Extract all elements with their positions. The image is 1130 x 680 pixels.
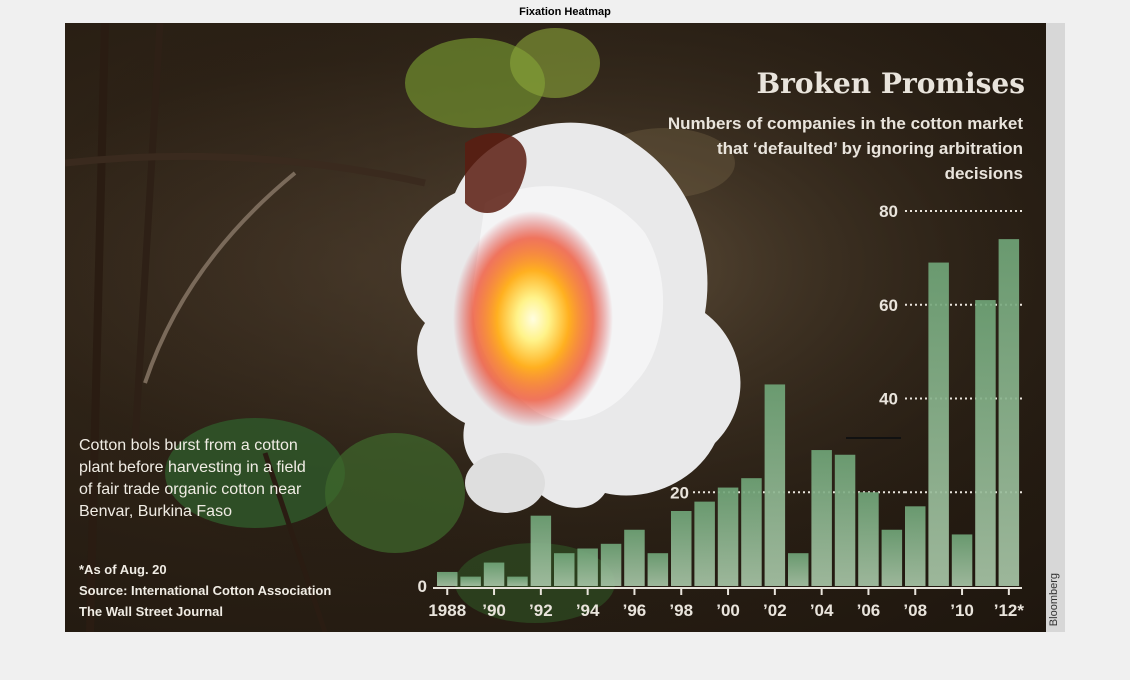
bar bbox=[928, 262, 949, 586]
bar bbox=[905, 506, 926, 586]
bar bbox=[554, 553, 575, 586]
bar bbox=[881, 529, 903, 586]
leaf-shape bbox=[325, 433, 465, 553]
bar bbox=[975, 300, 996, 586]
footnote: *As of Aug. 20 bbox=[79, 562, 167, 577]
x-tick-label: ’04 bbox=[810, 601, 834, 620]
bar bbox=[998, 239, 1020, 586]
x-tick-label: ’90 bbox=[482, 601, 506, 620]
branch bbox=[143, 171, 297, 384]
bar bbox=[717, 487, 739, 586]
leaf-shape bbox=[165, 418, 345, 528]
bar-chart: 0 20 40 60 80 1988 ’90 ’92 ’94 ’96 ’98 ’00 ’02 ’04 ’0… bbox=[418, 202, 1025, 620]
bar bbox=[600, 543, 622, 586]
bar bbox=[647, 553, 669, 586]
y-tick-label: 20 bbox=[670, 483, 689, 502]
credit-label: Bloomberg bbox=[1048, 572, 1060, 626]
x-tick-label: ’94 bbox=[576, 601, 600, 620]
x-tick-label: ’10 bbox=[950, 601, 974, 620]
bar bbox=[788, 553, 809, 586]
bar bbox=[437, 571, 458, 586]
bar bbox=[764, 384, 786, 586]
bar bbox=[507, 576, 528, 586]
chart-headline: Broken Promises bbox=[756, 67, 1025, 100]
bar bbox=[951, 534, 973, 586]
photo-caption: Cotton bols burst from a cotton plant be… bbox=[79, 437, 306, 520]
publisher-line: The Wall Street Journal bbox=[79, 604, 223, 619]
x-tick-label: ’96 bbox=[623, 601, 647, 620]
bar bbox=[460, 576, 481, 586]
x-tick-label: 1988 bbox=[428, 601, 466, 620]
heatmap-image: 0 20 40 60 80 1988 ’90 ’92 ’94 ’96 ’98 ’00 ’02 ’04 ’0… bbox=[65, 23, 1065, 632]
bar bbox=[483, 562, 505, 586]
x-tick-label: ’12* bbox=[994, 601, 1025, 620]
chart-subtitle: Numbers of companies in the cotton marke… bbox=[667, 114, 1023, 183]
x-tick-label: ’06 bbox=[857, 601, 881, 620]
branch bbox=[65, 152, 426, 187]
bar bbox=[834, 454, 856, 586]
leaf-shape bbox=[510, 28, 600, 98]
bar bbox=[624, 529, 645, 586]
credit-stripe: Bloomberg bbox=[1046, 23, 1065, 632]
y-tick-label: 80 bbox=[879, 202, 898, 221]
y-tick-label: 60 bbox=[879, 296, 898, 315]
y-tick-label: 0 bbox=[418, 577, 427, 596]
photo-and-chart: 0 20 40 60 80 1988 ’90 ’92 ’94 ’96 ’98 ’00 ’02 ’04 ’0… bbox=[65, 23, 1065, 632]
x-tick-label: ’92 bbox=[529, 601, 553, 620]
x-tick-label: ’00 bbox=[716, 601, 740, 620]
bar bbox=[741, 478, 762, 586]
bar bbox=[530, 515, 552, 586]
y-tick-label: 40 bbox=[879, 390, 898, 409]
branch bbox=[262, 452, 328, 632]
x-tick-label: ’02 bbox=[763, 601, 787, 620]
branch bbox=[131, 23, 164, 444]
bar bbox=[577, 548, 598, 586]
source-line: Source: International Cotton Association bbox=[79, 583, 332, 598]
bar bbox=[671, 511, 692, 586]
leaf-shape bbox=[405, 38, 545, 128]
husk bbox=[465, 133, 527, 213]
bar bbox=[858, 492, 879, 586]
fixation-hotspot bbox=[453, 211, 613, 427]
footnote-block: *As of Aug. 20 Source: International Cot… bbox=[79, 559, 331, 622]
x-tick-label: ’08 bbox=[903, 601, 927, 620]
bar bbox=[811, 450, 832, 586]
branch bbox=[86, 23, 109, 632]
bar bbox=[694, 501, 715, 586]
figure-title: Fixation Heatmap bbox=[519, 6, 611, 18]
x-tick-label: ’98 bbox=[669, 601, 693, 620]
